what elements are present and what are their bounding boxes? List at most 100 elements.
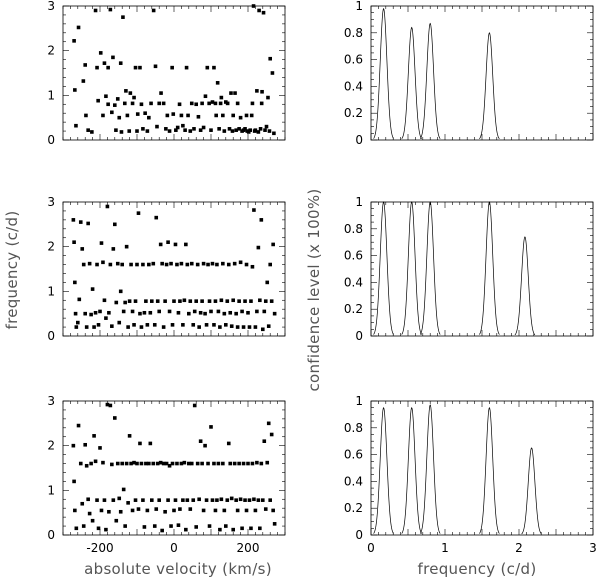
top-left-data-point <box>113 103 117 107</box>
top-left-data-point <box>135 112 140 116</box>
bottom-left-data-point <box>158 460 163 465</box>
middle-left-data-point <box>76 320 80 325</box>
top-left-data-point <box>118 61 123 65</box>
middle-left-data-point <box>80 247 85 251</box>
bottom-left-data-point <box>105 402 110 407</box>
middle-left-data-point <box>129 262 133 267</box>
bottom-left-data-point <box>147 461 151 466</box>
bottom-left-data-point <box>166 498 170 502</box>
middle-left-data-point <box>98 309 102 314</box>
bottom-left-data-point <box>164 461 169 466</box>
middle-left-data-point <box>93 310 98 315</box>
top-left-data-point <box>267 129 272 133</box>
bottom-left-x-tick-label: 200 <box>237 541 260 555</box>
middle-left-data-point <box>181 323 185 327</box>
top-left-data-point <box>132 95 136 100</box>
top-left-data-point <box>263 128 267 132</box>
bottom-left-data-point <box>173 498 178 502</box>
bottom-left-data-point <box>154 507 159 511</box>
bottom-right-peak <box>419 404 441 534</box>
bottom-left-data-point <box>258 526 262 531</box>
middle-left-data-point <box>187 311 191 316</box>
top-left-data-point <box>225 101 230 106</box>
top-left-data-point <box>194 102 198 107</box>
bottom-left-y-tick-label: 3 <box>47 394 55 408</box>
middle-left-data-point <box>261 327 265 332</box>
bottom-left-data-point <box>192 403 197 408</box>
top-left-data-point <box>213 101 218 106</box>
top-left-data-point <box>83 63 87 67</box>
top-left-data-point <box>135 129 139 133</box>
bottom-left-data-point <box>225 498 230 502</box>
middle-left-data-point <box>209 309 213 314</box>
middle-left-data-point <box>271 242 275 247</box>
top-left-data-point <box>106 65 110 70</box>
bottom-left-data-point <box>188 507 193 511</box>
top-left-data-point <box>181 123 185 128</box>
bottom-left-data-point <box>265 460 270 465</box>
bottom-left-data-point <box>259 461 264 466</box>
top-left-data-point <box>130 101 135 106</box>
bottom-right-peak <box>521 447 542 535</box>
middle-left-data-point <box>247 325 252 329</box>
bottom-left-data-point <box>253 508 258 513</box>
middle-left-data-point <box>225 299 230 303</box>
top-left-data-point <box>139 102 144 107</box>
bottom-left-data-point <box>135 461 139 466</box>
bottom-left-data-point <box>272 522 277 526</box>
middle-left-data-point <box>121 309 126 314</box>
middle-left-data-point <box>269 299 274 303</box>
middle-left-data-point <box>175 262 179 267</box>
top-right-y-tick-label: 1 <box>355 0 363 13</box>
right-x-axis-label: frequency (c/d) <box>417 560 536 578</box>
top-left-y-tick-label: 3 <box>47 0 55 13</box>
top-left-data-point <box>229 91 233 95</box>
bottom-left-data-point <box>157 498 161 502</box>
top-left-data-point <box>198 128 203 132</box>
middle-left-data-point <box>222 311 227 316</box>
middle-left-data-point <box>77 297 82 302</box>
top-left-data-point <box>167 129 172 133</box>
bottom-left-data-point <box>213 508 218 513</box>
top-left-data-point <box>248 128 253 132</box>
middle-left-data-point <box>92 325 96 329</box>
top-left-data-point <box>200 101 204 106</box>
top-left-data-point <box>151 8 156 13</box>
bottom-left-data-point <box>118 509 123 514</box>
top-left-data-point <box>264 124 269 129</box>
bottom-left-data-point <box>71 443 76 448</box>
bottom-left-y-tick-label: 0 <box>47 528 55 542</box>
middle-left-data-point <box>197 325 201 329</box>
middle-left-data-point <box>262 309 267 314</box>
middle-left-data-point <box>89 312 93 317</box>
middle-left-data-point <box>184 242 188 247</box>
bottom-left-data-point <box>262 439 267 443</box>
bottom-left-data-point <box>269 432 274 437</box>
middle-left-data-point <box>135 262 139 267</box>
bottom-left-data-point <box>176 523 181 527</box>
bottom-left-data-point <box>92 434 96 438</box>
bottom-left-data-point <box>86 497 90 502</box>
top-left-data-point <box>207 101 211 106</box>
top-left-data-point <box>266 95 270 100</box>
middle-left-data-point <box>169 261 173 266</box>
bottom-left-data-point <box>129 461 133 466</box>
top-left-data-point <box>214 113 218 118</box>
middle-left-data-point <box>73 311 78 316</box>
middle-left-data-point <box>206 262 210 267</box>
top-left-data-point <box>106 102 110 107</box>
middle-left-data-point <box>253 325 258 329</box>
bottom-left-data-point <box>73 508 77 513</box>
middle-left-data-point <box>108 262 113 267</box>
top-left-data-point <box>249 113 254 118</box>
top-left-data-point <box>209 128 213 132</box>
middle-left-y-tick-label: 0 <box>47 329 55 343</box>
middle-left-data-point <box>101 260 105 265</box>
bottom-right-x-tick-label: 1 <box>441 541 449 555</box>
left-y-axis-label: frequency (c/d) <box>3 210 21 329</box>
top-left-data-point <box>221 113 225 118</box>
middle-left-data-point <box>207 299 212 303</box>
top-left-data-point <box>203 94 208 99</box>
middle-left-data-point <box>124 244 129 249</box>
top-left-data-point <box>90 130 94 134</box>
